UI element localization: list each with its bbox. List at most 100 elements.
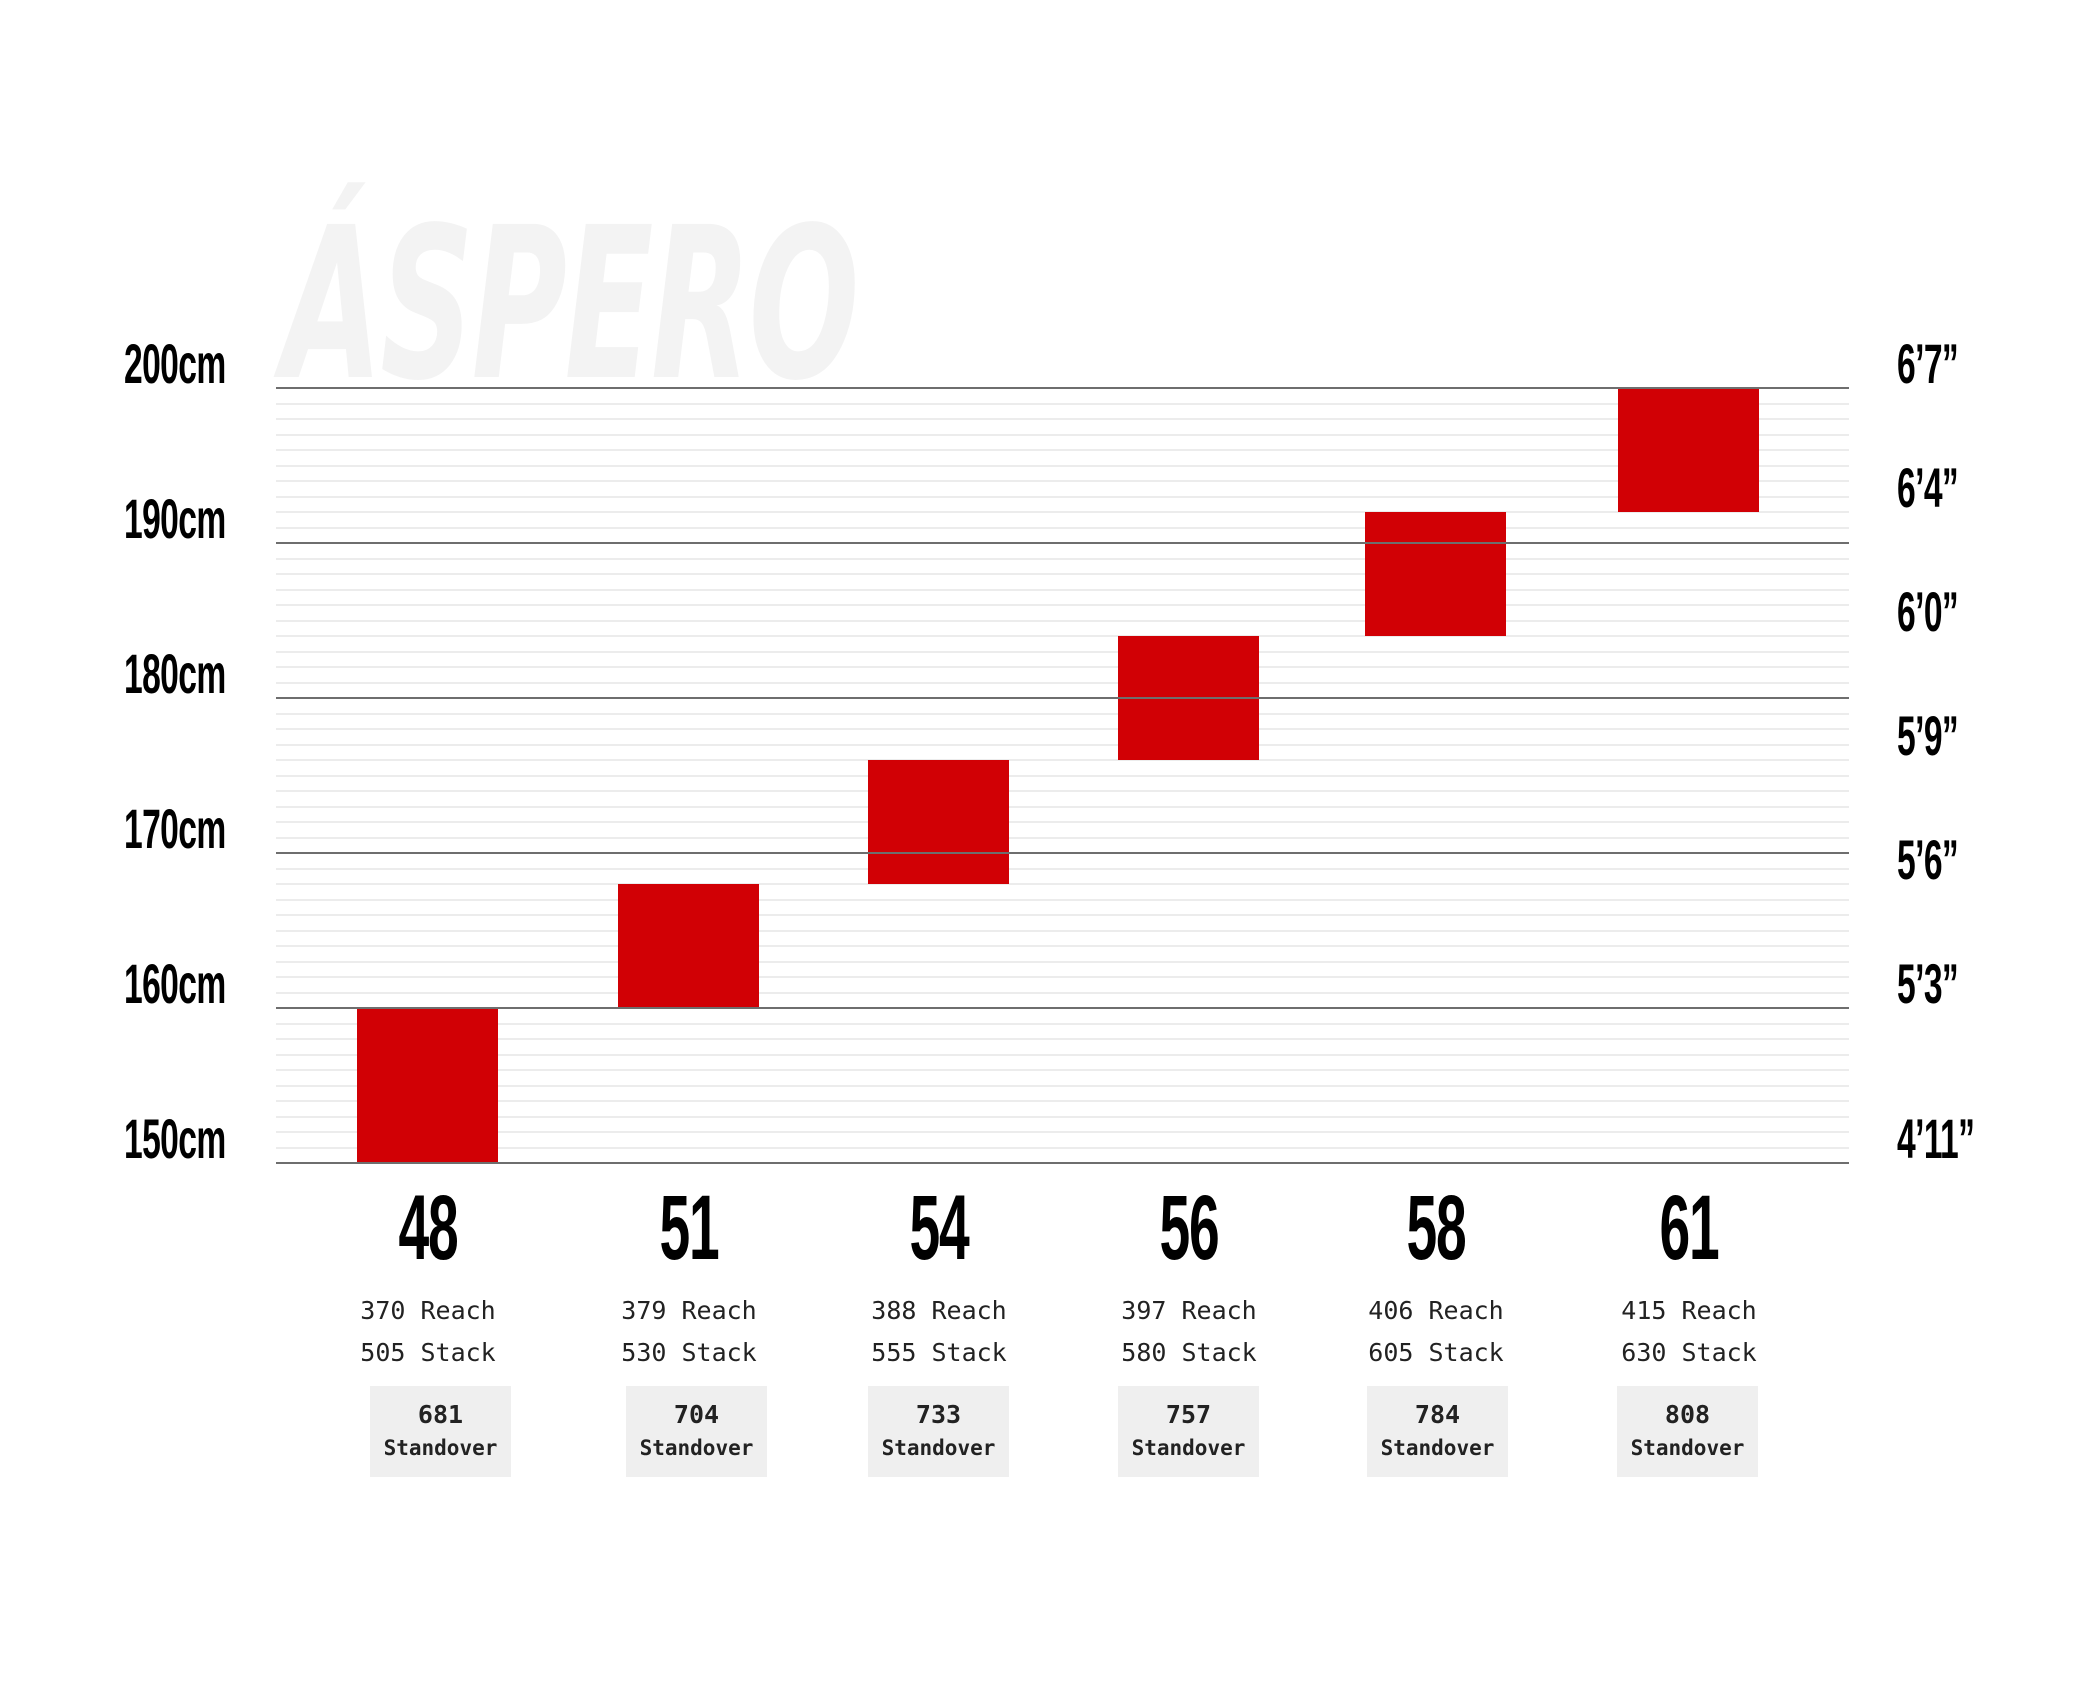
minor-gridline [276,666,1849,668]
gridline-160cm [276,1007,1849,1009]
minor-gridline [276,992,1849,994]
minor-gridline [276,1100,1849,1102]
stack-value: 630 Stack [1621,1338,1757,1367]
gridline-190cm [276,542,1849,544]
minor-gridline [276,759,1849,761]
stack-value: 605 Stack [1368,1338,1504,1367]
bar-size-48 [357,1008,498,1163]
standover-label: Standover [383,1436,498,1460]
minor-gridline [276,1116,1849,1118]
minor-gridline [276,434,1849,436]
y-label-right-5ft3: 5’3” [1897,952,1959,1015]
standover-badge: 681 Standover [370,1386,511,1477]
y-label-left-190cm: 190cm [124,487,226,550]
minor-gridline [276,604,1849,606]
minor-gridline [276,775,1849,777]
gridline-200cm [276,387,1849,389]
minor-gridline [276,883,1849,885]
standover-label: Standover [1380,1436,1495,1460]
minor-gridline [276,465,1849,467]
standover-value: 808 [1664,1400,1711,1429]
minor-gridline [276,403,1849,405]
y-label-left-150cm: 150cm [124,1107,226,1170]
minor-gridline [276,1069,1849,1071]
y-label-left-160cm: 160cm [124,952,226,1015]
minor-gridline [276,945,1849,947]
minor-gridline [276,1054,1849,1056]
minor-gridline [276,635,1849,637]
stack-value: 530 Stack [621,1338,757,1367]
size-number: 56 [1159,1177,1219,1279]
minor-gridline [276,806,1849,808]
minor-gridline [276,558,1849,560]
minor-gridline [276,480,1849,482]
y-label-right-4ft11: 4’11” [1897,1107,1975,1170]
minor-gridline [276,1038,1849,1040]
minor-gridline [276,1023,1849,1025]
minor-gridline [276,744,1849,746]
minor-gridline [276,868,1849,870]
standover-badge: 733 Standover [868,1386,1009,1477]
minor-gridline [276,837,1849,839]
size-number: 54 [909,1177,969,1279]
bar-size-54 [868,760,1009,884]
minor-gridline [276,449,1849,451]
minor-gridline [276,1147,1849,1149]
stack-value: 580 Stack [1121,1338,1257,1367]
minor-gridline [276,976,1849,978]
minor-gridline [276,511,1849,513]
standover-badge: 784 Standover [1367,1386,1508,1477]
standover-value: 733 [915,1400,962,1429]
reach-value: 406 Reach [1368,1296,1504,1325]
standover-label: Standover [1131,1436,1246,1460]
minor-gridline [276,961,1849,963]
y-label-right-5ft6: 5’6” [1897,828,1959,891]
standover-value: 757 [1165,1400,1212,1429]
size-number: 58 [1406,1177,1466,1279]
minor-gridline [276,682,1849,684]
gridline-150cm [276,1162,1849,1164]
minor-gridline [276,573,1849,575]
y-label-left-180cm: 180cm [124,642,226,705]
brand-watermark: ÁSPERO [282,182,859,427]
minor-gridline [276,821,1849,823]
minor-gridline [276,620,1849,622]
standover-value: 784 [1414,1400,1461,1429]
y-label-right-6ft7: 6’7” [1897,332,1959,395]
bar-size-51 [618,884,759,1008]
minor-gridline [276,651,1849,653]
standover-value: 704 [673,1400,720,1429]
minor-gridline [276,418,1849,420]
bar-size-61 [1618,388,1759,512]
stack-value: 555 Stack [871,1338,1007,1367]
stack-value: 505 Stack [360,1338,496,1367]
reach-value: 415 Reach [1621,1296,1757,1325]
standover-label: Standover [881,1436,996,1460]
gridline-170cm [276,852,1849,854]
bar-size-58 [1365,512,1506,636]
minor-gridline [276,930,1849,932]
reach-value: 388 Reach [871,1296,1007,1325]
reach-value: 370 Reach [360,1296,496,1325]
standover-label: Standover [639,1436,754,1460]
minor-gridline [276,713,1849,715]
y-label-left-200cm: 200cm [124,332,226,395]
minor-gridline [276,914,1849,916]
y-label-right-6ft4: 6’4” [1897,456,1959,519]
minor-gridline [276,496,1849,498]
size-number: 51 [659,1177,719,1279]
standover-badge: 757 Standover [1118,1386,1259,1477]
reach-value: 397 Reach [1121,1296,1257,1325]
reach-value: 379 Reach [621,1296,757,1325]
minor-gridline [276,1131,1849,1133]
y-label-right-6ft0: 6’0” [1897,580,1959,643]
gridline-180cm [276,697,1849,699]
minor-gridline [276,728,1849,730]
y-label-left-170cm: 170cm [124,797,226,860]
minor-gridline [276,589,1849,591]
minor-gridline [276,790,1849,792]
minor-gridline [276,1085,1849,1087]
standover-value: 681 [417,1400,464,1429]
standover-badge: 704 Standover [626,1386,767,1477]
